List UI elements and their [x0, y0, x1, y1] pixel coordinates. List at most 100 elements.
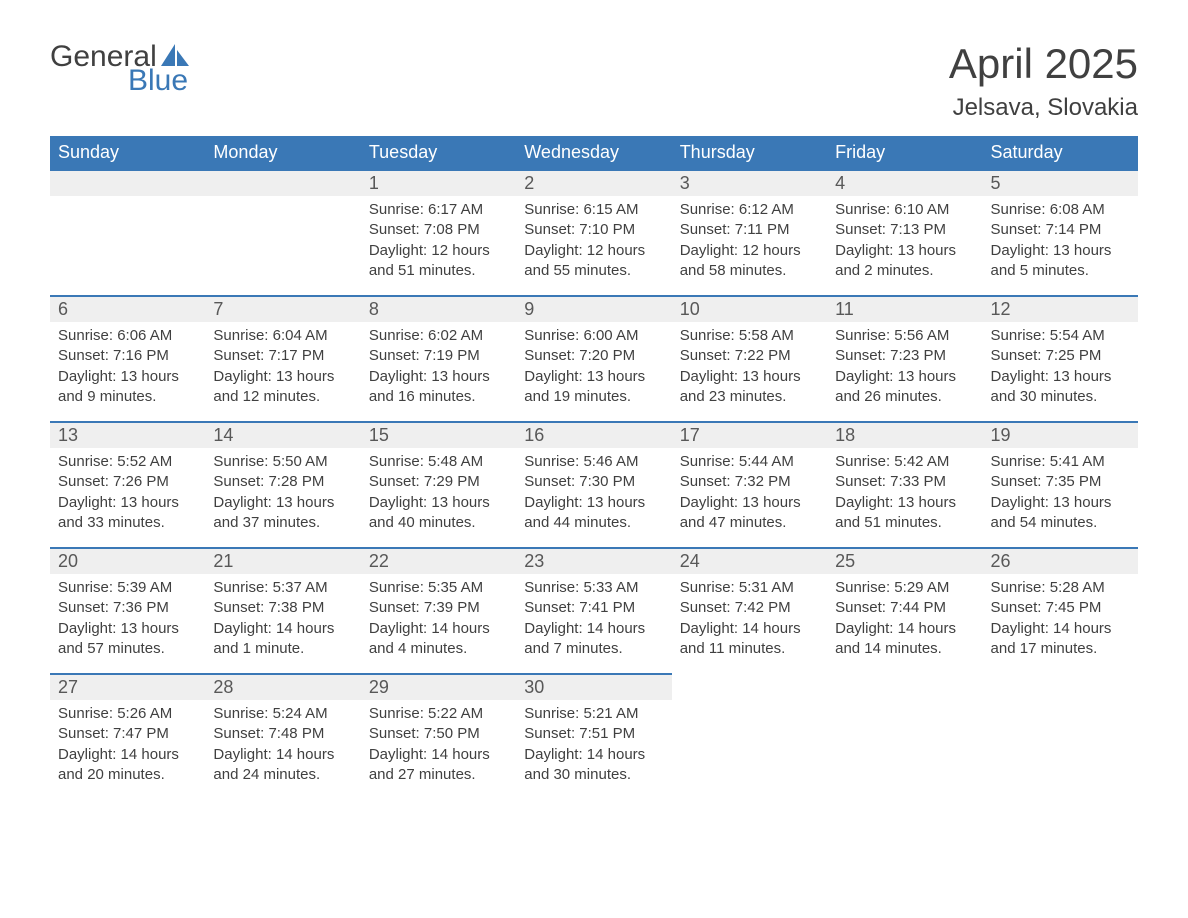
day-content: Sunrise: 5:54 AMSunset: 7:25 PMDaylight:… — [983, 322, 1138, 413]
calendar-cell: 5Sunrise: 6:08 AMSunset: 7:14 PMDaylight… — [983, 169, 1138, 295]
daynum-bar: 27 — [50, 673, 205, 700]
day-number: 12 — [983, 297, 1138, 322]
day-number: 13 — [50, 423, 205, 448]
day-content: Sunrise: 6:15 AMSunset: 7:10 PMDaylight:… — [516, 196, 671, 287]
day-content: Sunrise: 6:12 AMSunset: 7:11 PMDaylight:… — [672, 196, 827, 287]
daynum-bar: 1 — [361, 169, 516, 196]
daylight-text: Daylight: 14 hours and 24 minutes. — [213, 745, 352, 786]
sunrise-text: Sunrise: 5:48 AM — [369, 452, 508, 472]
day-number: 9 — [516, 297, 671, 322]
calendar-row: 13Sunrise: 5:52 AMSunset: 7:26 PMDayligh… — [50, 421, 1138, 547]
daynum-bar: 28 — [205, 673, 360, 700]
weekday-thursday: Thursday — [672, 136, 827, 169]
daylight-text: Daylight: 13 hours and 16 minutes. — [369, 367, 508, 408]
sunset-text: Sunset: 7:23 PM — [835, 346, 974, 366]
sunrise-text: Sunrise: 5:58 AM — [680, 326, 819, 346]
daynum-bar: 9 — [516, 295, 671, 322]
sunset-text: Sunset: 7:17 PM — [213, 346, 352, 366]
day-content: Sunrise: 5:52 AMSunset: 7:26 PMDaylight:… — [50, 448, 205, 539]
calendar-cell — [672, 673, 827, 799]
calendar-body: 1Sunrise: 6:17 AMSunset: 7:08 PMDaylight… — [50, 169, 1138, 799]
day-number: 14 — [205, 423, 360, 448]
day-content: Sunrise: 5:28 AMSunset: 7:45 PMDaylight:… — [983, 574, 1138, 665]
day-content: Sunrise: 5:58 AMSunset: 7:22 PMDaylight:… — [672, 322, 827, 413]
daylight-text: Daylight: 14 hours and 30 minutes. — [524, 745, 663, 786]
daynum-bar: 21 — [205, 547, 360, 574]
sunrise-text: Sunrise: 5:31 AM — [680, 578, 819, 598]
daylight-text: Daylight: 13 hours and 19 minutes. — [524, 367, 663, 408]
calendar-cell: 22Sunrise: 5:35 AMSunset: 7:39 PMDayligh… — [361, 547, 516, 673]
calendar-cell: 25Sunrise: 5:29 AMSunset: 7:44 PMDayligh… — [827, 547, 982, 673]
day-content: Sunrise: 5:41 AMSunset: 7:35 PMDaylight:… — [983, 448, 1138, 539]
sunset-text: Sunset: 7:39 PM — [369, 598, 508, 618]
sunset-text: Sunset: 7:14 PM — [991, 220, 1130, 240]
calendar-cell: 12Sunrise: 5:54 AMSunset: 7:25 PMDayligh… — [983, 295, 1138, 421]
daylight-text: Daylight: 13 hours and 54 minutes. — [991, 493, 1130, 534]
sunset-text: Sunset: 7:48 PM — [213, 724, 352, 744]
calendar-cell: 17Sunrise: 5:44 AMSunset: 7:32 PMDayligh… — [672, 421, 827, 547]
day-number: 2 — [516, 171, 671, 196]
calendar-cell: 3Sunrise: 6:12 AMSunset: 7:11 PMDaylight… — [672, 169, 827, 295]
location-subtitle: Jelsava, Slovakia — [949, 94, 1138, 122]
calendar-cell: 9Sunrise: 6:00 AMSunset: 7:20 PMDaylight… — [516, 295, 671, 421]
sunrise-text: Sunrise: 5:46 AM — [524, 452, 663, 472]
daynum-bar: 7 — [205, 295, 360, 322]
daynum-bar: 25 — [827, 547, 982, 574]
daynum-bar: 11 — [827, 295, 982, 322]
day-number: 19 — [983, 423, 1138, 448]
sunrise-text: Sunrise: 5:39 AM — [58, 578, 197, 598]
daynum-bar: 30 — [516, 673, 671, 700]
day-content: Sunrise: 5:29 AMSunset: 7:44 PMDaylight:… — [827, 574, 982, 665]
sunrise-text: Sunrise: 6:02 AM — [369, 326, 508, 346]
sunrise-text: Sunrise: 5:22 AM — [369, 704, 508, 724]
sunset-text: Sunset: 7:45 PM — [991, 598, 1130, 618]
daylight-text: Daylight: 14 hours and 7 minutes. — [524, 619, 663, 660]
day-number: 8 — [361, 297, 516, 322]
calendar-cell — [50, 169, 205, 295]
day-content: Sunrise: 6:04 AMSunset: 7:17 PMDaylight:… — [205, 322, 360, 413]
daylight-text: Daylight: 12 hours and 58 minutes. — [680, 241, 819, 282]
daylight-text: Daylight: 13 hours and 12 minutes. — [213, 367, 352, 408]
daylight-text: Daylight: 13 hours and 51 minutes. — [835, 493, 974, 534]
calendar-cell — [827, 673, 982, 799]
calendar-table: Sunday Monday Tuesday Wednesday Thursday… — [50, 136, 1138, 799]
day-content: Sunrise: 6:00 AMSunset: 7:20 PMDaylight:… — [516, 322, 671, 413]
calendar-cell: 28Sunrise: 5:24 AMSunset: 7:48 PMDayligh… — [205, 673, 360, 799]
day-content: Sunrise: 5:26 AMSunset: 7:47 PMDaylight:… — [50, 700, 205, 791]
daylight-text: Daylight: 14 hours and 14 minutes. — [835, 619, 974, 660]
sunrise-text: Sunrise: 5:41 AM — [991, 452, 1130, 472]
sunset-text: Sunset: 7:10 PM — [524, 220, 663, 240]
day-content: Sunrise: 5:39 AMSunset: 7:36 PMDaylight:… — [50, 574, 205, 665]
day-content: Sunrise: 6:02 AMSunset: 7:19 PMDaylight:… — [361, 322, 516, 413]
day-number: 20 — [50, 549, 205, 574]
sunset-text: Sunset: 7:50 PM — [369, 724, 508, 744]
calendar-cell: 18Sunrise: 5:42 AMSunset: 7:33 PMDayligh… — [827, 421, 982, 547]
day-content: Sunrise: 6:17 AMSunset: 7:08 PMDaylight:… — [361, 196, 516, 287]
day-content: Sunrise: 5:35 AMSunset: 7:39 PMDaylight:… — [361, 574, 516, 665]
day-number: 30 — [516, 675, 671, 700]
day-number: 26 — [983, 549, 1138, 574]
sunrise-text: Sunrise: 6:17 AM — [369, 200, 508, 220]
daylight-text: Daylight: 14 hours and 20 minutes. — [58, 745, 197, 786]
daynum-bar: 4 — [827, 169, 982, 196]
sunrise-text: Sunrise: 6:00 AM — [524, 326, 663, 346]
daynum-bar: 10 — [672, 295, 827, 322]
daynum-bar: 3 — [672, 169, 827, 196]
daylight-text: Daylight: 12 hours and 51 minutes. — [369, 241, 508, 282]
daynum-bar: 19 — [983, 421, 1138, 448]
calendar-cell: 1Sunrise: 6:17 AMSunset: 7:08 PMDaylight… — [361, 169, 516, 295]
daynum-bar: 2 — [516, 169, 671, 196]
sunset-text: Sunset: 7:13 PM — [835, 220, 974, 240]
sunrise-text: Sunrise: 5:35 AM — [369, 578, 508, 598]
day-number: 24 — [672, 549, 827, 574]
sunset-text: Sunset: 7:28 PM — [213, 472, 352, 492]
daylight-text: Daylight: 13 hours and 26 minutes. — [835, 367, 974, 408]
daylight-text: Daylight: 13 hours and 57 minutes. — [58, 619, 197, 660]
sunset-text: Sunset: 7:26 PM — [58, 472, 197, 492]
logo-text2: Blue — [50, 64, 188, 98]
weekday-saturday: Saturday — [983, 136, 1138, 169]
weekday-monday: Monday — [205, 136, 360, 169]
calendar-cell: 30Sunrise: 5:21 AMSunset: 7:51 PMDayligh… — [516, 673, 671, 799]
sunrise-text: Sunrise: 5:37 AM — [213, 578, 352, 598]
sunrise-text: Sunrise: 5:54 AM — [991, 326, 1130, 346]
